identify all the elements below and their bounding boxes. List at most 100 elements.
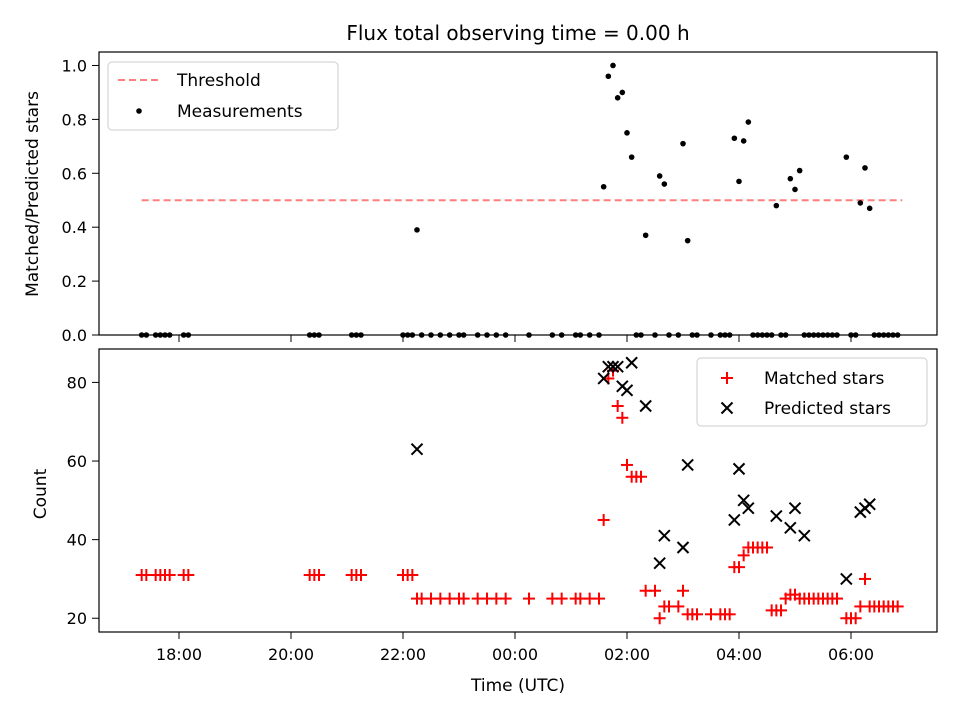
bottom-legend: Matched stars Predicted stars: [696, 357, 928, 427]
bottom-plot-frame: [98, 348, 938, 633]
matched-star-point: [859, 572, 871, 585]
matched-star-point: [597, 513, 610, 526]
predicted-star-point-b: [863, 498, 876, 511]
measurement-point: [731, 135, 738, 142]
top-y-tick-label: 0.0: [62, 326, 87, 345]
top-legend-box: [107, 61, 339, 131]
predicted-star-point: [410, 443, 424, 456]
top-y-tick-label: 0.2: [62, 272, 87, 291]
bottom-panel: 20 40 60 80 18:00 20:00 22:00 00:00 02:00 04:00 0…: [31, 348, 938, 696]
bottom-x-tick-label: 04:00: [716, 645, 762, 664]
legend-matched-marker: [721, 372, 733, 384]
legend-predicted-marker: [720, 401, 734, 415]
matched-star-point: [555, 592, 568, 605]
matched-star-point: [761, 541, 773, 554]
top-panel: Flux total observing time = 0.00 h 0.00.…: [23, 21, 938, 345]
matched-star-point: [182, 569, 195, 582]
predicted-star-point-b: [611, 360, 624, 373]
measurement-point: [614, 95, 621, 101]
bottom-marks: [135, 356, 904, 625]
top-marks: [138, 62, 903, 338]
matched-star-point: [406, 569, 419, 582]
measurement-point: [656, 173, 663, 179]
predicted-star-point: [658, 529, 671, 542]
matched-star-point: [499, 592, 512, 605]
predicted-star-point: [676, 541, 690, 554]
top-plot-frame: [98, 51, 938, 336]
bottom-y-tick-label: 20: [67, 609, 87, 628]
predicted-star-point: [728, 513, 741, 527]
legend-predicted-label: Predicted stars: [764, 399, 891, 419]
matched-star-point: [611, 399, 624, 412]
matched-star-point: [849, 612, 862, 625]
predicted-star-point: [597, 372, 610, 385]
predicted-star-point: [611, 360, 624, 373]
measurement-point: [773, 202, 780, 209]
bottom-x-tick-label: 20:00: [268, 645, 314, 664]
measurement-point: [414, 227, 420, 233]
predicted-star-point-b: [597, 372, 610, 385]
predicted-star-point-b: [681, 458, 694, 472]
predicted-star-point: [653, 557, 666, 570]
predicted-star-point-b: [410, 443, 424, 456]
matched-star-point: [621, 458, 633, 471]
measurement-point: [796, 167, 803, 174]
measurement-point: [680, 140, 686, 147]
matched-star-point: [457, 592, 470, 605]
bottom-x-tick-label: 18:00: [156, 645, 202, 664]
predicted-star-point-b: [653, 557, 666, 570]
top-y-axis-label: Matched/Predicted stars: [23, 91, 43, 297]
predicted-star-point-b: [737, 494, 750, 507]
top-y-tick-label: 0.4: [62, 218, 87, 237]
predicted-star-point: [620, 384, 634, 397]
matched-star-point: [649, 584, 661, 597]
predicted-star-point-b: [798, 529, 811, 542]
measurement-point: [862, 165, 868, 171]
measurement-point: [628, 154, 635, 160]
matched-star-point: [737, 549, 750, 562]
legend-measurements-swatch: [136, 108, 142, 114]
top-y-tick-label: 0.6: [62, 164, 87, 183]
predicted-star-point-b: [602, 360, 615, 373]
matched-star-point: [775, 604, 787, 617]
predicted-star-point-b: [639, 399, 652, 413]
bottom-x-tick-label: 02:00: [604, 645, 650, 664]
bottom-y-tick-label: 80: [67, 373, 87, 392]
matched-star-point: [313, 569, 325, 582]
measurement-point: [787, 175, 794, 182]
predicted-star-point: [840, 572, 853, 586]
measurement-point: [740, 138, 747, 144]
legend-predicted-marker-b: [720, 401, 734, 415]
predicted-star-point: [732, 462, 746, 476]
matched-star-point: [163, 569, 176, 582]
bottom-x-axis-label: Time (UTC): [470, 676, 565, 696]
predicted-star-point: [602, 360, 615, 373]
matched-star-point: [355, 569, 367, 582]
measurement-point: [624, 130, 630, 136]
matched-star-point: [677, 584, 689, 597]
matched-star-point: [635, 470, 647, 483]
measurement-point: [605, 73, 612, 80]
top-legend: Threshold Measurements: [107, 61, 339, 131]
predicted-star-point-b: [676, 541, 690, 554]
measurement-point: [792, 186, 798, 193]
measurement-point: [610, 62, 616, 69]
bottom-x-tick-label: 22:00: [380, 645, 426, 664]
legend-matched-label: Matched stars: [764, 369, 884, 389]
bottom-x-tick-label: 06:00: [828, 645, 874, 664]
matched-star-point: [593, 592, 605, 605]
top-y-axis: 0.0 0.2 0.4 0.6 0.8 1.0: [62, 56, 852, 345]
predicted-star-point-b: [728, 513, 741, 527]
predicted-star-point-b: [742, 501, 755, 515]
predicted-star-point-b: [732, 462, 746, 476]
predicted-star-point: [742, 501, 755, 515]
matched-star-point: [831, 592, 843, 605]
measurement-point: [684, 237, 691, 244]
bottom-legend-box: [696, 357, 928, 427]
measurement-point: [745, 119, 752, 125]
bottom-y-axis-label: Count: [31, 468, 51, 519]
legend-threshold-label: Threshold: [176, 71, 261, 91]
matched-star-point: [523, 592, 535, 605]
predicted-star-point-b: [625, 356, 638, 369]
